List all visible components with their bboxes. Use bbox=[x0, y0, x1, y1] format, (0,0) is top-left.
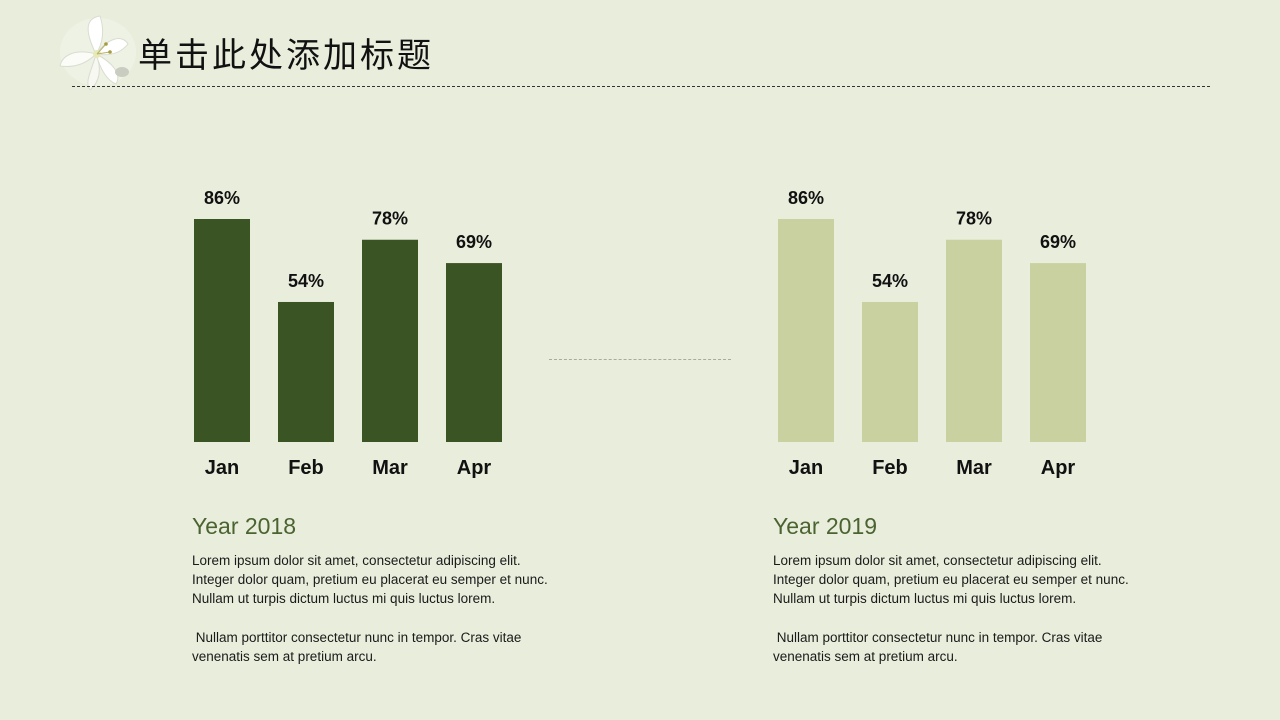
data-label-apr: 69% bbox=[1040, 232, 1076, 252]
data-label-mar: 78% bbox=[372, 209, 408, 229]
year-2018-paragraph-2: Nullam porttitor consectetur nunc in tem… bbox=[192, 629, 522, 664]
bar-apr bbox=[446, 263, 502, 442]
bar-feb bbox=[862, 301, 918, 442]
data-label-mar: 78% bbox=[956, 209, 992, 229]
lily-flower-icon bbox=[59, 15, 136, 91]
year-2018-paragraph-1: Lorem ipsum dolor sit amet, consectetur … bbox=[192, 553, 548, 607]
chart-2019: 86% Jan 54% Feb 78% Mar 69% Apr bbox=[764, 170, 1104, 490]
category-label-apr: Apr bbox=[1041, 457, 1076, 479]
category-label-jan: Jan bbox=[789, 457, 823, 479]
bar-jan bbox=[778, 219, 834, 442]
data-label-apr: 69% bbox=[456, 232, 492, 252]
category-label-jan: Jan bbox=[205, 457, 239, 479]
data-label-feb: 54% bbox=[872, 271, 908, 291]
title-divider bbox=[72, 86, 1210, 87]
chart-2018: 86% Jan 54% Feb 78% Mar 69% Apr bbox=[180, 170, 520, 490]
year-2019-heading: Year 2019 bbox=[773, 513, 878, 539]
chart-0-svg: 86% Jan 54% Feb 78% Mar 69% Apr bbox=[194, 188, 502, 479]
bar-jan bbox=[194, 219, 250, 442]
category-label-feb: Feb bbox=[288, 457, 324, 479]
category-label-mar: Mar bbox=[372, 457, 408, 479]
category-label-mar: Mar bbox=[956, 457, 992, 479]
year-2018-description: Lorem ipsum dolor sit amet, consectetur … bbox=[192, 551, 612, 666]
data-label-feb: 54% bbox=[288, 271, 324, 291]
bar-mar bbox=[946, 239, 1002, 442]
chart-1-svg: 86% Jan 54% Feb 78% Mar 69% Apr bbox=[778, 188, 1086, 479]
year-2019-description: Lorem ipsum dolor sit amet, consectetur … bbox=[773, 551, 1193, 666]
category-label-apr: Apr bbox=[457, 457, 492, 479]
center-divider bbox=[549, 359, 731, 360]
data-label-jan: 86% bbox=[204, 188, 240, 208]
bar-apr bbox=[1030, 263, 1086, 442]
bar-mar bbox=[362, 239, 418, 442]
data-label-jan: 86% bbox=[788, 188, 824, 208]
year-2019-paragraph-2: Nullam porttitor consectetur nunc in tem… bbox=[773, 629, 1103, 664]
year-2018-heading: Year 2018 bbox=[192, 513, 297, 539]
bar-feb bbox=[278, 301, 334, 442]
year-2019-paragraph-1: Lorem ipsum dolor sit amet, consectetur … bbox=[773, 553, 1129, 607]
slide-title[interactable]: 单击此处添加标题 bbox=[138, 36, 434, 76]
category-label-feb: Feb bbox=[872, 457, 908, 479]
